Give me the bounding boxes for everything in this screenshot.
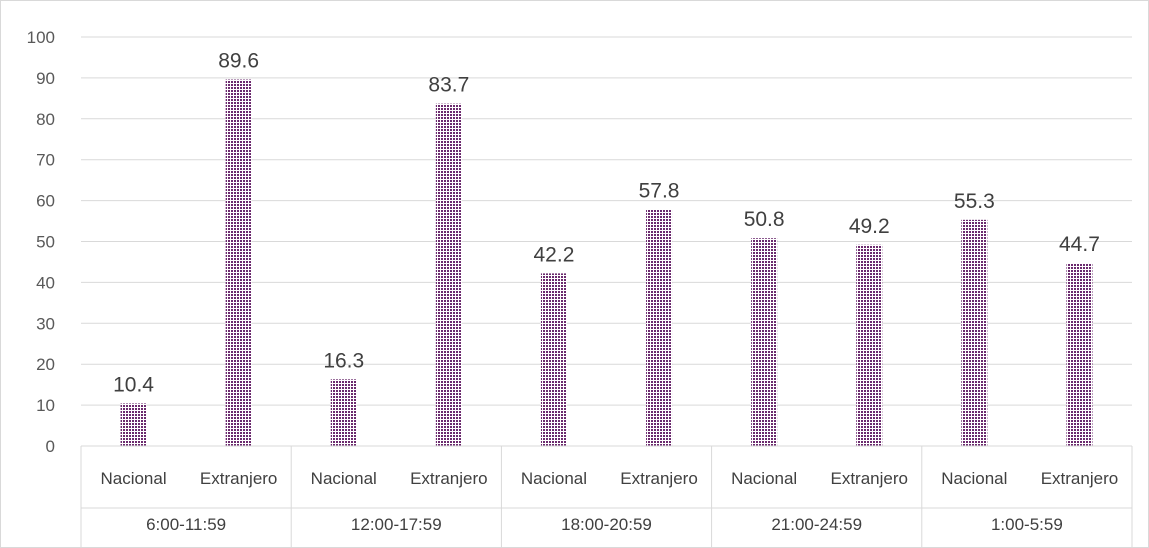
x-category-label: Extranjero — [1041, 469, 1118, 488]
bar — [225, 79, 252, 446]
y-tick-label: 90 — [36, 69, 55, 88]
x-category-label: Nacional — [941, 469, 1007, 488]
y-tick-label: 40 — [36, 273, 55, 292]
x-group-label: 6:00-11:59 — [146, 515, 226, 534]
y-axis-ticks: 0 10 20 30 40 50 60 70 80 90 100 — [27, 28, 55, 456]
x-category-label: Nacional — [521, 469, 587, 488]
y-tick-label: 10 — [36, 396, 55, 415]
data-label: 57.8 — [639, 180, 680, 203]
x-category-label: Extranjero — [410, 469, 487, 488]
bar — [856, 244, 883, 446]
y-tick-label: 0 — [46, 437, 55, 456]
x-category-label: Nacional — [731, 469, 797, 488]
bar — [330, 379, 357, 446]
data-label: 16.3 — [323, 349, 364, 372]
bar — [120, 403, 147, 446]
y-tick-label: 60 — [36, 192, 55, 211]
bar — [961, 219, 988, 446]
x-category-label: Extranjero — [831, 469, 908, 488]
y-tick-label: 100 — [27, 28, 55, 47]
y-tick-label: 80 — [36, 110, 55, 129]
gridlines — [81, 36, 1132, 406]
bar — [540, 273, 567, 446]
y-tick-label: 50 — [36, 233, 55, 252]
x-category-label: Extranjero — [200, 469, 277, 488]
data-label: 55.3 — [954, 190, 995, 213]
x-axis: Nacional Extranjero Nacional Extranjero Naci… — [80, 445, 1133, 548]
data-labels: 10.4 89.6 16.3 83.7 42.2 57.8 50.8 49.2 55.3 44.7 — [113, 50, 1100, 397]
data-label: 89.6 — [218, 50, 259, 73]
x-category-label: Nacional — [311, 469, 377, 488]
data-label: 83.7 — [428, 74, 469, 97]
bar — [646, 209, 673, 446]
x-group-label: 18:00-20:59 — [561, 515, 652, 534]
bars — [120, 79, 1093, 447]
y-tick-label: 30 — [36, 314, 55, 333]
data-label: 42.2 — [534, 243, 575, 266]
x-group-label: 21:00-24:59 — [771, 515, 862, 534]
bar — [435, 103, 462, 447]
data-label: 50.8 — [744, 208, 785, 231]
bar — [1066, 263, 1093, 446]
bar — [751, 238, 778, 446]
x-category-label: Extranjero — [620, 469, 697, 488]
x-category-label: Nacional — [100, 469, 166, 488]
data-label: 10.4 — [113, 373, 154, 396]
y-tick-label: 70 — [36, 151, 55, 170]
data-label: 49.2 — [849, 215, 890, 238]
y-tick-label: 20 — [36, 355, 55, 374]
data-label: 44.7 — [1059, 233, 1100, 256]
x-group-label: 12:00-17:59 — [351, 515, 442, 534]
x-group-label: 1:00-5:59 — [991, 515, 1063, 534]
